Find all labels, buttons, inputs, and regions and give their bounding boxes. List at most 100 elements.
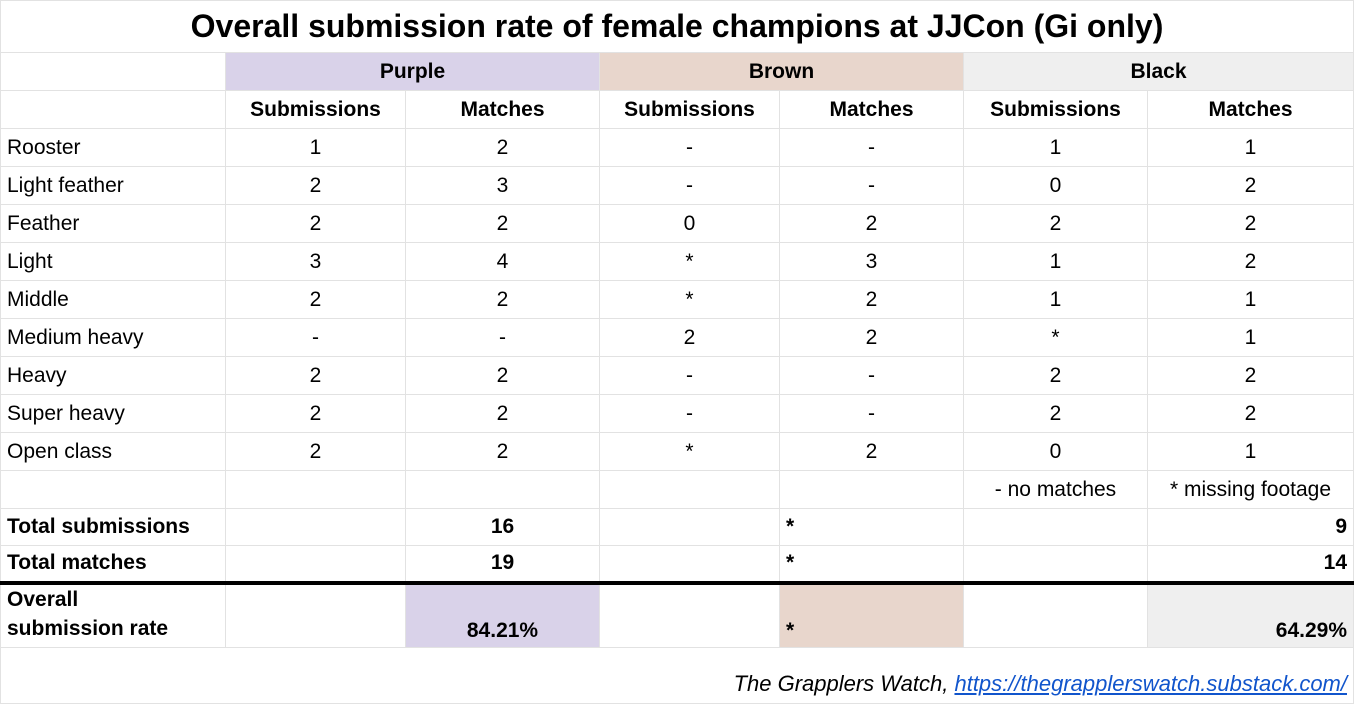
- header-black-matches[interactable]: Matches: [1147, 90, 1354, 129]
- empty-cell[interactable]: [225, 582, 406, 648]
- belt-header-brown[interactable]: Brown: [599, 52, 964, 91]
- table-cell[interactable]: -: [405, 318, 600, 357]
- empty-cell[interactable]: [0, 470, 226, 509]
- purple-submission-rate[interactable]: 84.21%: [405, 582, 600, 648]
- table-cell[interactable]: *: [599, 280, 780, 319]
- table-cell[interactable]: 1: [1147, 280, 1354, 319]
- table-cell[interactable]: 1: [225, 128, 406, 167]
- empty-cell[interactable]: [963, 508, 1148, 546]
- table-cell[interactable]: 2: [405, 280, 600, 319]
- table-cell[interactable]: 2: [963, 394, 1148, 433]
- table-cell[interactable]: -: [599, 356, 780, 395]
- table-cell[interactable]: 2: [1147, 356, 1354, 395]
- weight-class-label[interactable]: Middle: [0, 280, 226, 319]
- table-cell[interactable]: -: [599, 394, 780, 433]
- table-cell[interactable]: 1: [963, 242, 1148, 281]
- table-cell[interactable]: 1: [963, 280, 1148, 319]
- weight-class-label[interactable]: Light: [0, 242, 226, 281]
- total-matches-label[interactable]: Total matches: [0, 545, 226, 585]
- table-cell[interactable]: 2: [779, 280, 964, 319]
- table-cell[interactable]: 2: [1147, 242, 1354, 281]
- empty-cell[interactable]: [963, 582, 1148, 648]
- belt-header-black[interactable]: Black: [963, 52, 1354, 91]
- table-cell[interactable]: 2: [225, 204, 406, 243]
- table-cell[interactable]: 1: [1147, 128, 1354, 167]
- legend-no-matches[interactable]: - no matches: [963, 470, 1148, 509]
- table-cell[interactable]: 3: [225, 242, 406, 281]
- table-cell[interactable]: -: [779, 394, 964, 433]
- empty-cell[interactable]: [225, 545, 406, 585]
- weight-class-label[interactable]: Super heavy: [0, 394, 226, 433]
- brown-submission-rate[interactable]: *: [779, 582, 964, 648]
- table-cell[interactable]: -: [779, 128, 964, 167]
- table-cell[interactable]: 2: [225, 356, 406, 395]
- brown-total-matches[interactable]: *: [779, 545, 964, 585]
- table-cell[interactable]: 2: [779, 432, 964, 471]
- table-cell[interactable]: -: [599, 166, 780, 205]
- table-cell[interactable]: 2: [225, 280, 406, 319]
- weight-class-label[interactable]: Medium heavy: [0, 318, 226, 357]
- table-cell[interactable]: 2: [405, 432, 600, 471]
- empty-cell[interactable]: [599, 508, 780, 546]
- table-cell[interactable]: 1: [1147, 432, 1354, 471]
- weight-class-label[interactable]: Open class: [0, 432, 226, 471]
- table-cell[interactable]: 2: [405, 204, 600, 243]
- black-total-matches[interactable]: 14: [1147, 545, 1354, 585]
- weight-class-label[interactable]: Feather: [0, 204, 226, 243]
- empty-cell[interactable]: [0, 52, 226, 91]
- table-cell[interactable]: 2: [225, 432, 406, 471]
- source-link[interactable]: https://thegrapplerswatch.substack.com/: [954, 671, 1347, 696]
- table-cell[interactable]: 2: [405, 356, 600, 395]
- empty-cell[interactable]: [779, 470, 964, 509]
- empty-cell[interactable]: [225, 508, 406, 546]
- table-cell[interactable]: -: [599, 128, 780, 167]
- table-cell[interactable]: 2: [405, 394, 600, 433]
- table-cell[interactable]: 3: [779, 242, 964, 281]
- submission-rate-label[interactable]: Overall submission rate: [0, 582, 226, 648]
- table-cell[interactable]: -: [225, 318, 406, 357]
- header-brown-matches[interactable]: Matches: [779, 90, 964, 129]
- table-cell[interactable]: *: [963, 318, 1148, 357]
- table-cell[interactable]: 2: [225, 166, 406, 205]
- empty-cell[interactable]: [963, 545, 1148, 585]
- weight-class-label[interactable]: Light feather: [0, 166, 226, 205]
- header-black-submissions[interactable]: Submissions: [963, 90, 1148, 129]
- table-cell[interactable]: 0: [963, 166, 1148, 205]
- empty-cell[interactable]: [599, 545, 780, 585]
- black-total-submissions[interactable]: 9: [1147, 508, 1354, 546]
- table-cell[interactable]: 2: [1147, 204, 1354, 243]
- table-cell[interactable]: 2: [779, 204, 964, 243]
- table-cell[interactable]: 4: [405, 242, 600, 281]
- header-purple-matches[interactable]: Matches: [405, 90, 600, 129]
- purple-total-matches[interactable]: 19: [405, 545, 600, 585]
- header-purple-submissions[interactable]: Submissions: [225, 90, 406, 129]
- total-submissions-label[interactable]: Total submissions: [0, 508, 226, 546]
- table-cell[interactable]: 1: [963, 128, 1148, 167]
- legend-missing-footage[interactable]: * missing footage: [1147, 470, 1354, 509]
- table-cell[interactable]: 2: [599, 318, 780, 357]
- table-cell[interactable]: 2: [225, 394, 406, 433]
- table-cell[interactable]: 3: [405, 166, 600, 205]
- table-cell[interactable]: 2: [963, 356, 1148, 395]
- table-cell[interactable]: *: [599, 242, 780, 281]
- table-cell[interactable]: 2: [1147, 166, 1354, 205]
- empty-cell[interactable]: [225, 470, 406, 509]
- black-submission-rate[interactable]: 64.29%: [1147, 582, 1354, 648]
- purple-total-submissions[interactable]: 16: [405, 508, 600, 546]
- table-cell[interactable]: *: [599, 432, 780, 471]
- weight-class-label[interactable]: Rooster: [0, 128, 226, 167]
- empty-cell[interactable]: [599, 470, 780, 509]
- weight-class-label[interactable]: Heavy: [0, 356, 226, 395]
- belt-header-purple[interactable]: Purple: [225, 52, 600, 91]
- table-cell[interactable]: 0: [599, 204, 780, 243]
- table-cell[interactable]: -: [779, 166, 964, 205]
- empty-cell[interactable]: [599, 582, 780, 648]
- table-cell[interactable]: 2: [1147, 394, 1354, 433]
- brown-total-submissions[interactable]: *: [779, 508, 964, 546]
- empty-cell[interactable]: [405, 470, 600, 509]
- header-brown-submissions[interactable]: Submissions: [599, 90, 780, 129]
- table-cell[interactable]: 0: [963, 432, 1148, 471]
- table-cell[interactable]: 2: [963, 204, 1148, 243]
- table-cell[interactable]: 2: [405, 128, 600, 167]
- empty-cell[interactable]: [0, 90, 226, 129]
